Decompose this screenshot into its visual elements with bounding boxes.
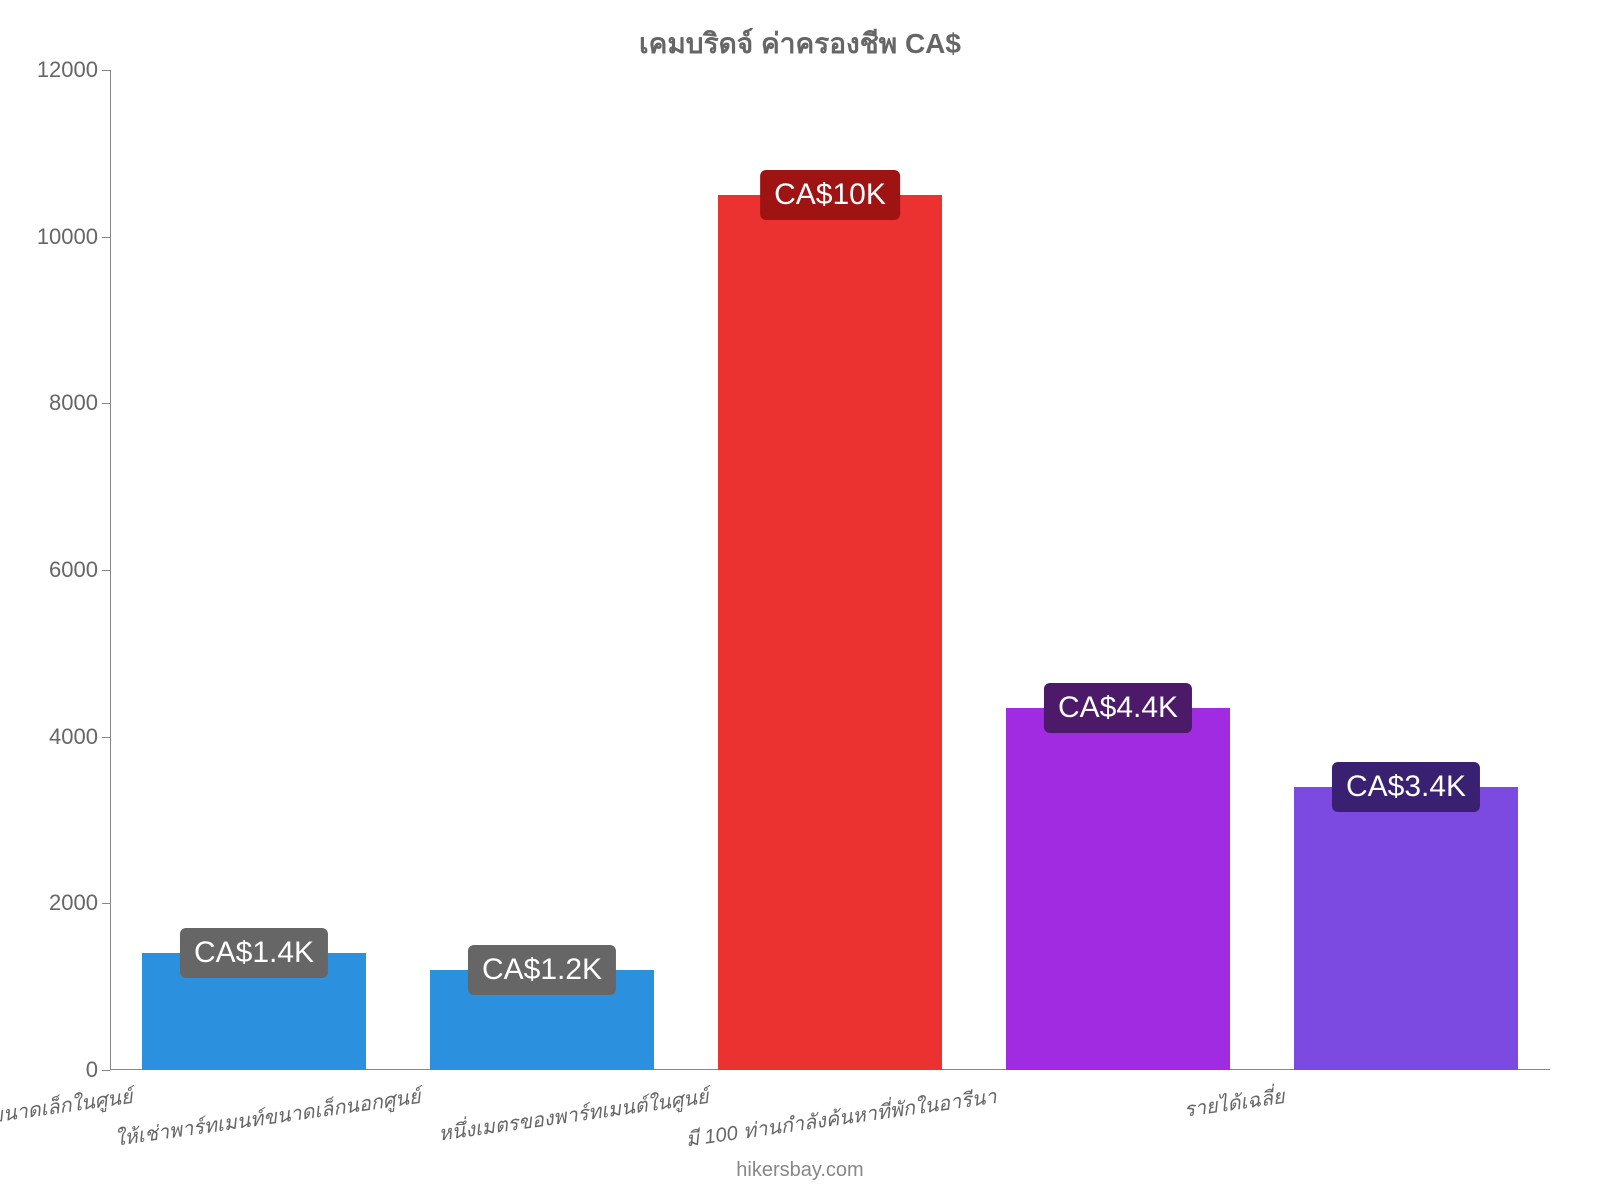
y-tick-mark [102, 237, 110, 238]
bar [1294, 787, 1519, 1070]
y-tick-label: 8000 [49, 390, 110, 416]
bar [718, 195, 943, 1070]
value-badge: CA$1.4K [180, 928, 328, 978]
chart-title: เคมบริดจ์ ค่าครองชีพ CA$ [0, 22, 1600, 66]
y-tick-label: 12000 [37, 57, 110, 83]
y-tick-label: 2000 [49, 890, 110, 916]
y-tick-label: 4000 [49, 724, 110, 750]
y-axis-line [110, 70, 111, 1070]
value-badge: CA$10K [760, 170, 900, 220]
y-tick-mark [102, 903, 110, 904]
chart-container: เคมบริดจ์ ค่าครองชีพ CA$ 020004000600080… [0, 0, 1600, 1200]
y-tick-label: 10000 [37, 224, 110, 250]
y-tick-mark [102, 1070, 110, 1071]
y-tick-mark [102, 403, 110, 404]
bar [1006, 708, 1231, 1071]
y-tick-mark [102, 70, 110, 71]
value-badge: CA$1.2K [468, 945, 616, 995]
y-tick-mark [102, 570, 110, 571]
value-badge: CA$3.4K [1332, 762, 1480, 812]
plot-area: 020004000600080001000012000CA$1.4Kให้เช่… [110, 70, 1550, 1070]
y-tick-label: 6000 [49, 557, 110, 583]
footer-source: hikersbay.com [0, 1159, 1600, 1182]
value-badge: CA$4.4K [1044, 683, 1192, 733]
y-tick-mark [102, 737, 110, 738]
